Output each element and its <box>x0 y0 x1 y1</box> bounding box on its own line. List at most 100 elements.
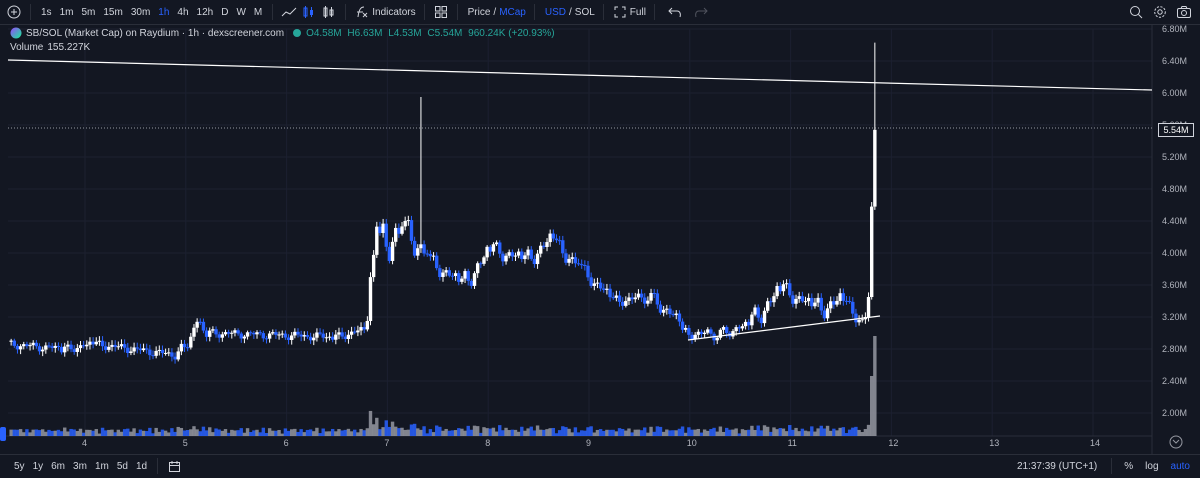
candle-body <box>800 296 805 302</box>
candle-body <box>523 255 527 260</box>
ohlc-low: L4.53M <box>388 27 422 39</box>
percent-toggle[interactable]: % <box>1124 460 1134 472</box>
candle-body <box>847 301 852 302</box>
candle-body <box>507 252 511 256</box>
volume-bar <box>362 430 366 436</box>
candle-body <box>491 244 496 252</box>
candle-body <box>721 327 726 330</box>
candle-body <box>583 265 587 266</box>
camera-icon[interactable] <box>1174 0 1194 24</box>
fullscreen-icon[interactable] <box>610 0 630 24</box>
volume-bar <box>551 427 556 436</box>
candle-body <box>163 352 168 354</box>
time-axis: 4 5 6 7 8 9 10 11 12 13 14 <box>82 438 1100 448</box>
volume-bar <box>813 431 817 436</box>
line-chart-icon[interactable] <box>279 0 299 24</box>
calendar-icon[interactable] <box>164 454 184 478</box>
price-toggle[interactable]: Price <box>467 6 491 18</box>
range-3m[interactable]: 3m <box>73 460 87 472</box>
symbol-title[interactable]: SB/SOL (Market Cap) on Raydium · 1h · de… <box>26 27 285 39</box>
range-1y[interactable]: 1y <box>32 460 44 472</box>
volume-bar <box>589 426 593 436</box>
interval-15m[interactable]: 15m <box>103 6 123 18</box>
volume-bar <box>747 429 751 436</box>
candle-body <box>539 245 543 254</box>
candle-body <box>788 283 792 296</box>
candle-body <box>277 334 281 336</box>
sol-toggle[interactable]: SOL <box>574 6 595 18</box>
mcap-toggle[interactable]: MCap <box>499 6 526 18</box>
interval-m[interactable]: M <box>253 6 263 18</box>
interval-w[interactable]: W <box>236 6 246 18</box>
candle-body <box>22 344 26 347</box>
volume-bar <box>252 430 256 436</box>
interval-5m[interactable]: 5m <box>81 6 96 18</box>
goto-icon[interactable] <box>1169 435 1183 449</box>
plus-circle-icon[interactable] <box>4 0 24 24</box>
magnifier-icon[interactable] <box>1126 0 1146 24</box>
candle-body <box>734 327 738 332</box>
full-button[interactable]: Full <box>629 6 646 18</box>
undo-icon[interactable] <box>665 0 685 24</box>
log-toggle[interactable]: log <box>1145 460 1159 472</box>
ohlc-close: C5.54M <box>427 27 463 39</box>
chart-canvas[interactable]: 6.80M6.40M6.00M5.60M5.20M4.80M4.40M4.00M… <box>0 24 1200 454</box>
candle-body <box>469 280 474 286</box>
range-5y[interactable]: 5y <box>14 460 25 472</box>
volume-bar <box>173 431 177 436</box>
interval-1s[interactable]: 1s <box>41 6 52 18</box>
range-6m[interactable]: 6m <box>51 460 66 472</box>
candles-icon[interactable] <box>299 0 319 24</box>
interval-d[interactable]: D <box>221 6 229 18</box>
indicators-icon[interactable] <box>352 0 372 24</box>
volume-bar <box>223 429 228 436</box>
time-axis-label: 13 <box>989 438 999 448</box>
volume-bar <box>144 431 149 436</box>
candle-body <box>173 356 177 360</box>
interval-1m[interactable]: 1m <box>59 6 74 18</box>
volume-bar <box>756 425 760 436</box>
volume-bar <box>308 429 313 436</box>
volume-bar <box>857 429 861 436</box>
candle-body <box>154 350 158 356</box>
candle-body <box>737 327 742 329</box>
volume-bar <box>466 425 470 436</box>
range-5d[interactable]: 5d <box>116 460 128 472</box>
candle-body <box>375 226 379 255</box>
candle-body <box>126 347 130 354</box>
range-1m[interactable]: 1m <box>94 460 109 472</box>
candle-body <box>803 301 808 303</box>
volume-bar <box>510 429 515 436</box>
candle-body <box>482 257 486 264</box>
interval-1h[interactable]: 1h <box>158 6 170 18</box>
volume-bar <box>409 424 414 436</box>
candle-body <box>211 329 215 331</box>
usd-toggle[interactable]: USD <box>544 6 566 18</box>
layout-icon[interactable] <box>431 0 451 24</box>
time-axis-label: 4 <box>82 438 87 448</box>
candle-body <box>412 240 417 256</box>
interval-12h[interactable]: 12h <box>196 6 214 18</box>
gear-icon[interactable] <box>1150 0 1170 24</box>
candle-body <box>784 283 789 285</box>
interval-4h[interactable]: 4h <box>177 6 189 18</box>
candle-body <box>201 321 206 331</box>
candle-body <box>643 297 647 304</box>
indicators-button[interactable]: Indicators <box>372 6 416 18</box>
volume-bar <box>349 431 354 436</box>
interval-30m[interactable]: 30m <box>130 6 151 18</box>
range-1d[interactable]: 1d <box>135 460 148 472</box>
redo-icon[interactable] <box>691 0 711 24</box>
auto-toggle[interactable]: auto <box>1170 460 1190 472</box>
candle-body <box>214 329 218 335</box>
volume-bar <box>167 432 171 436</box>
volume-bar <box>460 428 464 436</box>
bars-icon[interactable] <box>319 0 339 24</box>
candle-body <box>595 282 600 284</box>
candle-body <box>397 227 401 234</box>
candle-body <box>857 319 861 323</box>
volume-bar <box>318 433 322 436</box>
ascending-trendline <box>687 315 881 341</box>
volume-bar <box>15 429 20 436</box>
candle-body <box>611 297 615 299</box>
